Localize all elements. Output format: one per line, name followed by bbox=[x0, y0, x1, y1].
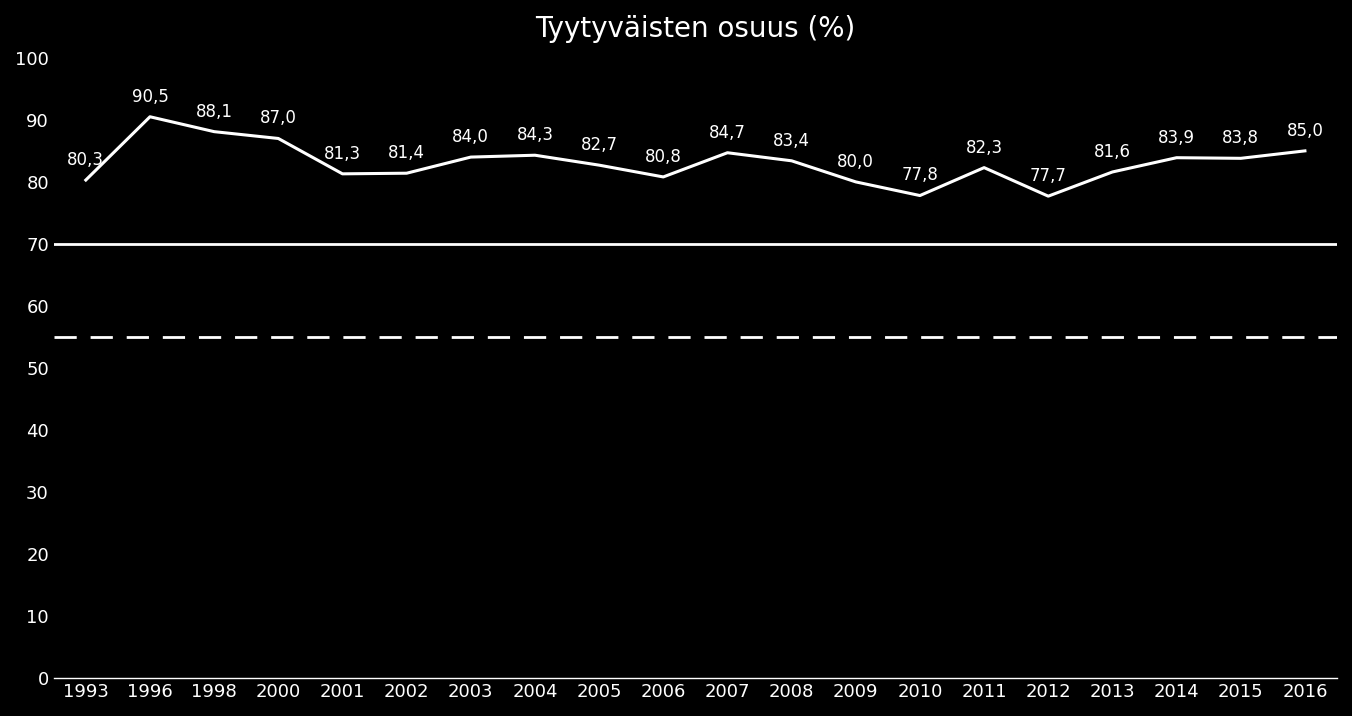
Text: 81,4: 81,4 bbox=[388, 144, 425, 162]
Text: 88,1: 88,1 bbox=[196, 102, 233, 120]
Text: 81,6: 81,6 bbox=[1094, 143, 1130, 161]
Text: 77,8: 77,8 bbox=[902, 166, 938, 185]
Text: 85,0: 85,0 bbox=[1287, 122, 1324, 140]
Text: 90,5: 90,5 bbox=[131, 87, 169, 106]
Text: 81,3: 81,3 bbox=[324, 145, 361, 163]
Title: Tyytyväisten osuus (%): Tyytyväisten osuus (%) bbox=[535, 15, 856, 43]
Text: 84,0: 84,0 bbox=[453, 128, 489, 146]
Text: 80,0: 80,0 bbox=[837, 153, 875, 171]
Text: 82,7: 82,7 bbox=[580, 136, 618, 154]
Text: 87,0: 87,0 bbox=[260, 110, 296, 127]
Text: 82,3: 82,3 bbox=[965, 138, 1003, 157]
Text: 83,9: 83,9 bbox=[1159, 129, 1195, 147]
Text: 84,7: 84,7 bbox=[708, 124, 746, 142]
Text: 84,3: 84,3 bbox=[516, 126, 553, 144]
Text: 77,7: 77,7 bbox=[1030, 167, 1067, 185]
Text: 83,4: 83,4 bbox=[773, 132, 810, 150]
Text: 80,3: 80,3 bbox=[68, 151, 104, 169]
Text: 80,8: 80,8 bbox=[645, 147, 681, 166]
Text: 83,8: 83,8 bbox=[1222, 129, 1259, 147]
